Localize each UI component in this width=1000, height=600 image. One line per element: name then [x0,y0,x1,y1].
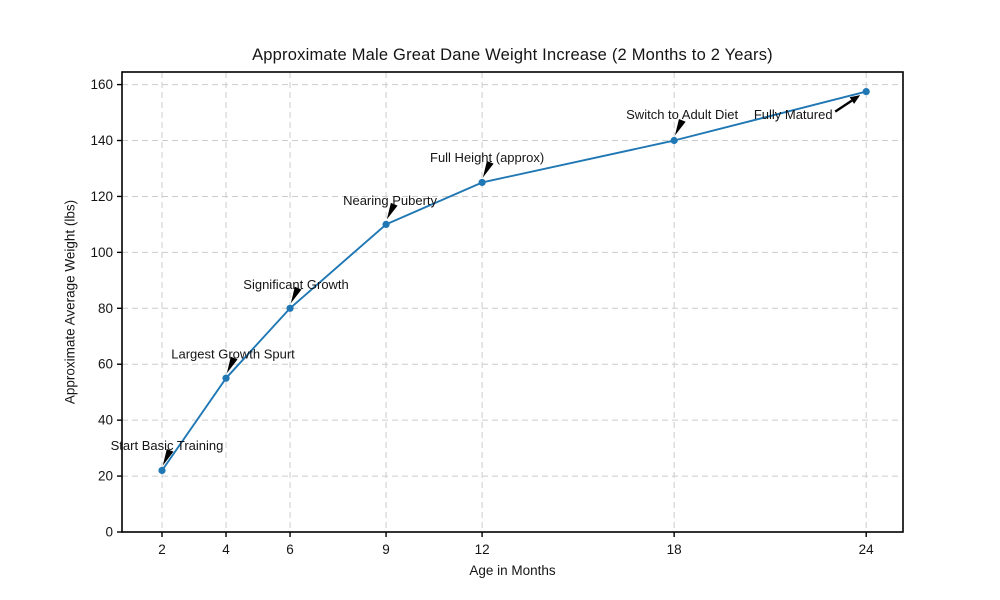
plot-border [121,71,904,533]
annotation-wedge-arrow [482,160,494,178]
annotation-wedge-arrow [290,286,302,304]
x-tick-label: 4 [222,542,230,557]
annotation-arrow-shaft [834,99,853,113]
annotation-wedge-arrow [226,356,238,374]
annotation-label: Start Basic Training [111,438,224,453]
annotation-label: Switch to Adult Diet [626,107,738,122]
data-point-marker [478,178,486,187]
y-tick-label: 100 [90,245,113,260]
annotation-label: Significant Growth [243,277,349,292]
y-tick-label: 160 [90,77,113,92]
y-tick-label: 40 [98,413,113,428]
x-tick-label: 18 [667,542,682,557]
y-tick-label: 20 [98,469,113,484]
x-tick-label: 9 [382,542,390,557]
x-axis-label: Age in Months [469,563,556,578]
annotation-label: Fully Matured [754,107,833,122]
annotation-label: Full Height (approx) [430,150,544,165]
y-axis-label: Approximate Average Weight (lbs) [62,199,78,405]
annotation-wedge-arrow [674,119,686,136]
data-point-marker [862,87,870,96]
y-tick-label: 80 [98,301,113,316]
x-tick-label: 24 [859,542,875,557]
x-tick-label: 2 [158,542,166,557]
annotation-label: Nearing Puberty [343,193,437,208]
data-point-marker [222,374,230,382]
chart-title: Approximate Male Great Dane Weight Incre… [252,46,773,64]
x-tick-label: 6 [286,542,294,557]
x-tick-label: 12 [475,542,490,557]
data-point-marker [670,136,678,145]
annotation-wedge-arrow [386,202,398,220]
y-tick-label: 140 [90,133,113,148]
annotation-arrow-head [849,95,861,104]
y-tick-label: 60 [98,357,113,372]
y-tick-label: 120 [90,189,113,204]
data-point-marker [158,466,166,475]
annotation-label: Largest Growth Spurt [171,347,295,362]
annotation-wedge-arrow [162,448,174,466]
data-point-marker [382,220,390,229]
data-point-marker [286,304,294,312]
y-tick-label: 0 [105,525,113,540]
